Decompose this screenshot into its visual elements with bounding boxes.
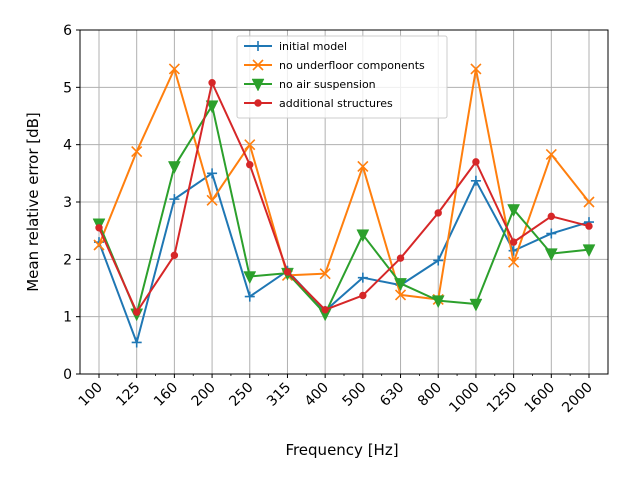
data-point [167, 161, 181, 175]
data-point [359, 291, 367, 300]
data-point [169, 194, 180, 205]
y-tick-label: 5 [63, 80, 72, 96]
data-point [319, 268, 331, 280]
data-point [95, 224, 103, 232]
data-point [431, 295, 445, 309]
x-axis: 100 125 160 200 250 315 400 500 630 800 1000 1250 16… [76, 374, 596, 416]
data-point [244, 139, 256, 151]
legend-label: additional structures [279, 97, 393, 110]
data-point [547, 212, 556, 221]
data-point [470, 175, 481, 186]
legend-label: no underfloor components [279, 59, 425, 72]
data-point [244, 291, 255, 302]
x-tick-label: 200 [189, 380, 219, 410]
data-point [356, 229, 370, 243]
data-point [544, 248, 558, 262]
x-axis-label: Frequency [Hz] [285, 441, 398, 459]
y-tick-label: 1 [63, 310, 72, 326]
x-tick-label: 125 [113, 380, 143, 410]
data-point [396, 254, 405, 262]
data-point [508, 256, 520, 268]
x-tick-label: 800 [415, 380, 445, 410]
legend-label: initial model [279, 40, 347, 53]
legend-label: no air suspension [279, 78, 376, 91]
y-tick-label: 6 [63, 23, 72, 39]
y-tick-label: 4 [63, 138, 72, 154]
x-tick-label: 1600 [522, 380, 559, 417]
data-point [208, 79, 216, 87]
legend-entry: no underfloor components [244, 59, 425, 72]
x-tick-label: 1000 [446, 380, 483, 417]
data-point [207, 168, 218, 179]
data-point [357, 160, 369, 173]
legend-box [236, 35, 448, 119]
series-line [98, 172, 590, 344]
series-line [98, 104, 590, 315]
legend-entry: no air suspension [244, 78, 376, 92]
y-axis-label: Mean relative error [dB] [24, 112, 42, 292]
data-point [321, 306, 329, 314]
data-point [507, 204, 521, 218]
data-point [509, 238, 518, 246]
legend-marker [253, 41, 263, 51]
data-point [132, 308, 141, 316]
data-point [470, 63, 482, 75]
data-point [472, 158, 480, 166]
y-tick-label: 0 [63, 367, 72, 383]
data-point [131, 337, 142, 348]
data-point [582, 244, 596, 258]
data-point [205, 100, 219, 114]
data-point [434, 209, 442, 217]
series-no-air-suspension [92, 100, 596, 322]
series-line [98, 81, 590, 314]
data-point [283, 268, 292, 276]
y-axis: 0 1 2 3 4 5 6 [63, 23, 80, 383]
data-point [394, 278, 407, 291]
x-tick-label: 315 [264, 380, 294, 410]
data-point [585, 222, 593, 230]
data-point [243, 271, 257, 285]
legend: initial model no underfloor components no … [236, 35, 448, 119]
data-point [357, 272, 368, 283]
x-tick-label: 630 [377, 380, 407, 410]
x-tick-label: 100 [76, 380, 106, 410]
data-point [131, 145, 143, 158]
data-point [93, 239, 105, 251]
x-tick-label: 250 [226, 380, 256, 410]
data-point [546, 228, 557, 239]
legend-marker [252, 59, 264, 71]
data-point [433, 255, 444, 266]
x-tick-label: 500 [339, 380, 369, 410]
data-point [168, 63, 180, 75]
y-tick-label: 2 [63, 252, 72, 268]
legend-entry: additional structures [244, 97, 393, 110]
y-tick-label: 3 [63, 195, 72, 211]
data-point [583, 196, 595, 208]
legend-entry: initial model [244, 40, 347, 53]
x-tick-label: 160 [151, 380, 181, 410]
series-layer [92, 63, 596, 348]
x-tick-label: 1250 [484, 380, 521, 417]
data-point [170, 251, 179, 260]
x-tick-label: 2000 [559, 380, 596, 417]
legend-marker [254, 99, 262, 107]
data-point [246, 161, 254, 169]
data-point [469, 298, 483, 312]
data-point [206, 194, 218, 206]
legend-marker [251, 78, 265, 92]
data-point [394, 289, 407, 301]
data-point [545, 148, 557, 160]
x-tick-label: 400 [302, 380, 332, 410]
series-additional-structures [95, 79, 593, 316]
